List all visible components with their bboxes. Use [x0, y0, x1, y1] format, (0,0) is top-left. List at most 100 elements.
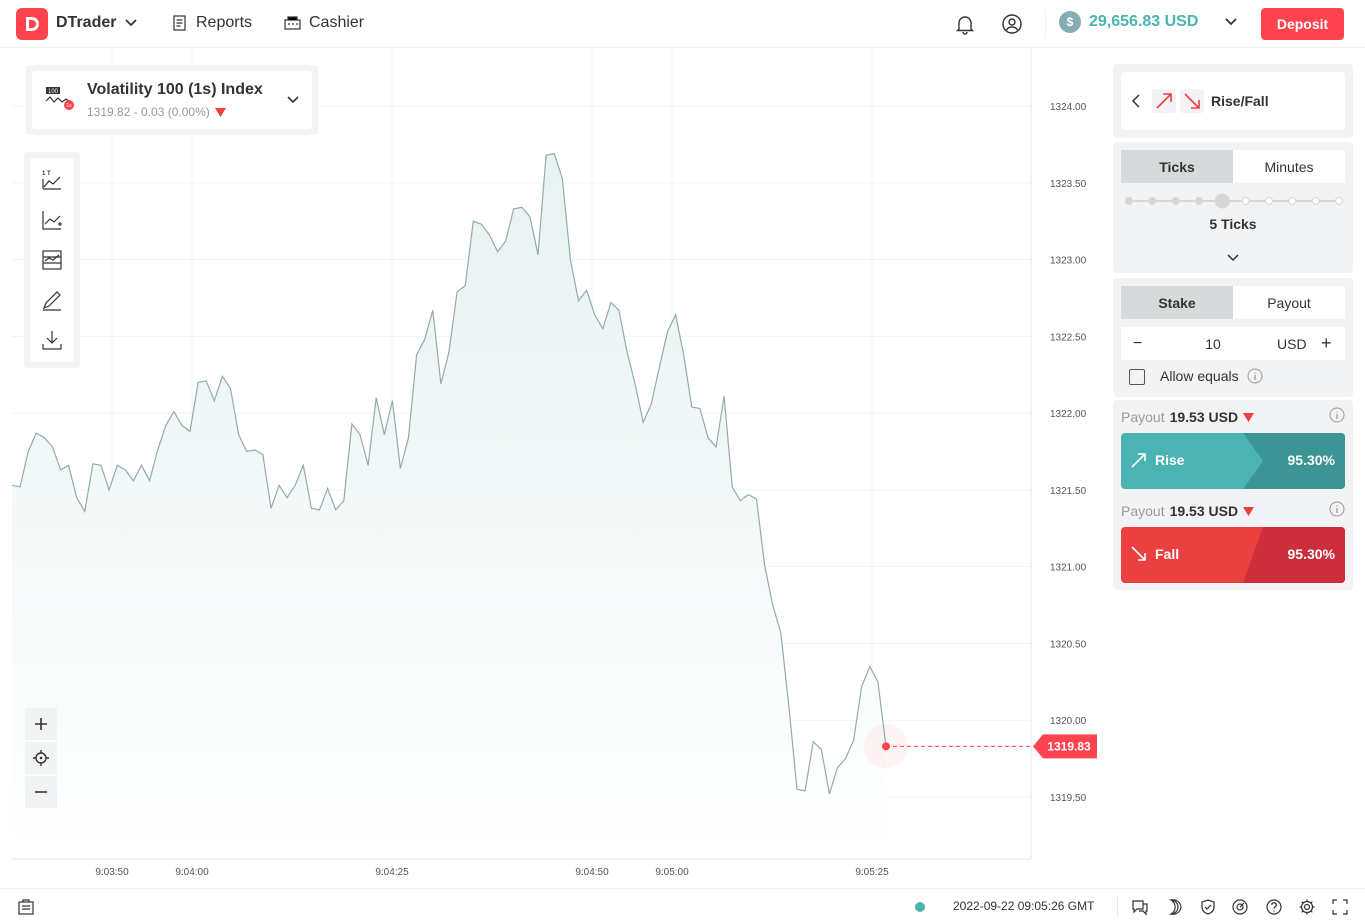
- currency-icon: $: [1059, 11, 1081, 33]
- tab-minutes[interactable]: Minutes: [1233, 150, 1345, 183]
- slider-step[interactable]: [1335, 197, 1343, 205]
- account-icon[interactable]: [1000, 12, 1024, 36]
- fall-buy-button[interactable]: Fall 95.30%: [1121, 527, 1345, 583]
- increase-stake-button[interactable]: +: [1321, 333, 1332, 353]
- positions-icon[interactable]: [17, 898, 35, 916]
- x-tick-label: 9:05:00: [655, 867, 689, 878]
- zoom-in-button[interactable]: [25, 708, 57, 740]
- amount-toggle: Stake Payout: [1121, 286, 1345, 319]
- allow-equals-checkbox[interactable]: [1129, 369, 1145, 385]
- cashier-icon: [284, 16, 301, 30]
- rise-label: Rise: [1155, 452, 1185, 468]
- comparison-icon[interactable]: [40, 248, 64, 272]
- fullscreen-icon[interactable]: [1331, 898, 1349, 916]
- tick-slider[interactable]: [1121, 191, 1345, 211]
- chart-area[interactable]: 1324.00 1323.50 1323.00 1322.50 1322.00 1321.…: [0, 48, 1100, 888]
- fall-label: Fall: [1155, 546, 1180, 562]
- trade-type-selector[interactable]: Rise/Fall: [1121, 72, 1345, 130]
- slider-step[interactable]: [1125, 197, 1133, 205]
- nav-cashier[interactable]: Cashier: [284, 14, 364, 32]
- info-icon[interactable]: [1329, 501, 1345, 517]
- chevron-down-icon[interactable]: [1226, 253, 1240, 263]
- y-tick-label: 1323.50: [1050, 179, 1087, 190]
- dark-mode-icon[interactable]: [1166, 898, 1184, 916]
- help-icon[interactable]: [1265, 898, 1283, 916]
- nav-cashier-label: Cashier: [309, 14, 365, 31]
- stake-value[interactable]: 10: [1205, 335, 1221, 352]
- footer-divider: [1117, 897, 1118, 917]
- indicators-icon[interactable]: [40, 208, 64, 232]
- rise-percentage: 95.30%: [1287, 452, 1335, 468]
- tab-payout[interactable]: Payout: [1233, 286, 1345, 319]
- chevron-down-icon: [287, 96, 299, 104]
- nav-reports[interactable]: Reports: [172, 14, 252, 32]
- slider-step[interactable]: [1288, 197, 1297, 205]
- slider-step[interactable]: [1265, 197, 1273, 205]
- payout-label: Payout: [1121, 503, 1165, 519]
- slider-thumb[interactable]: [1214, 193, 1230, 209]
- nav-reports-label: Reports: [196, 14, 253, 31]
- fall-payout-value: 19.53 USD: [1169, 503, 1239, 519]
- chevron-down-icon: [125, 19, 138, 27]
- tab-stake[interactable]: Stake: [1121, 286, 1233, 319]
- info-icon[interactable]: [1329, 407, 1345, 423]
- header: DTrader Reports Cashier $ 29,656.83 USD …: [0, 0, 1365, 48]
- platform-switcher[interactable]: DTrader: [56, 14, 138, 32]
- brand-label: DTrader: [56, 14, 117, 31]
- y-tick-label: 1321.00: [1050, 563, 1087, 574]
- slider-step[interactable]: [1171, 197, 1180, 205]
- stake-currency: USD: [1277, 335, 1307, 352]
- volatility-index-icon: 100 1s: [45, 87, 74, 110]
- trade-type-title: Rise/Fall: [1211, 93, 1269, 109]
- footer: 2022-09-22 09:05:26 GMT: [0, 888, 1365, 923]
- price-area: [12, 153, 886, 860]
- bell-icon[interactable]: [953, 12, 977, 36]
- market-badge-top: 100: [48, 89, 59, 95]
- price-down-icon: [1243, 412, 1255, 422]
- current-price-dot: [882, 742, 890, 751]
- account-balance[interactable]: $ 29,656.83 USD: [1059, 11, 1238, 33]
- chart-type-icon[interactable]: 1 T: [40, 168, 64, 192]
- y-tick-label: 1320.50: [1050, 639, 1087, 650]
- platform-status-icon[interactable]: [1231, 898, 1249, 916]
- fall-type-icon: [1180, 89, 1204, 113]
- market-selector[interactable]: 100 1s Volatility 100 (1s) Index 1319.82…: [26, 65, 318, 135]
- chevron-down-icon: [1225, 18, 1238, 26]
- market-price-change: 1319.82 - 0.03 (0.00%): [87, 105, 210, 119]
- info-icon[interactable]: [1247, 368, 1263, 384]
- price-down-icon: [1243, 506, 1255, 516]
- settings-icon[interactable]: [1298, 898, 1316, 916]
- svg-text:1 T: 1 T: [42, 171, 51, 177]
- responsible-trading-icon[interactable]: [1199, 898, 1217, 916]
- slider-step[interactable]: [1241, 197, 1250, 205]
- decrease-stake-button[interactable]: −: [1133, 334, 1143, 352]
- crosshair-icon: [33, 750, 49, 766]
- slider-step[interactable]: [1311, 197, 1320, 205]
- connection-status-dot: [915, 902, 925, 912]
- x-tick-label: 9:05:25: [855, 867, 889, 878]
- deriv-logo-icon[interactable]: [16, 8, 48, 40]
- x-tick-label: 9:03:50: [95, 867, 129, 878]
- slider-step[interactable]: [1148, 197, 1157, 205]
- download-icon[interactable]: [40, 328, 64, 352]
- payout-label: Payout: [1121, 409, 1165, 425]
- tab-ticks[interactable]: Ticks: [1121, 150, 1233, 183]
- balance-amount: 29,656.83 USD: [1089, 13, 1199, 30]
- header-divider: [1045, 10, 1046, 38]
- zoom-out-button[interactable]: [25, 776, 57, 808]
- livechat-icon[interactable]: [1131, 898, 1149, 916]
- stake-input[interactable]: − 10 USD +: [1121, 327, 1345, 360]
- chevron-left-icon[interactable]: [1131, 94, 1141, 108]
- slider-step[interactable]: [1195, 197, 1203, 205]
- market-name: Volatility 100 (1s) Index: [87, 81, 263, 98]
- current-price-label: 1319.83: [1047, 739, 1091, 753]
- rise-buy-button[interactable]: Rise 95.30%: [1121, 433, 1345, 489]
- rise-arrow-icon: [1131, 453, 1146, 468]
- crosshair-button[interactable]: [25, 742, 57, 774]
- drawing-tools-icon[interactable]: [40, 288, 64, 312]
- price-chart[interactable]: 1324.00 1323.50 1323.00 1322.50 1322.00 1321.…: [0, 48, 1100, 888]
- price-line: [11, 152, 887, 795]
- deposit-button[interactable]: Deposit: [1261, 8, 1344, 40]
- y-tick-label: 1324.00: [1050, 102, 1087, 113]
- market-badge-bottom: 1s: [66, 103, 72, 109]
